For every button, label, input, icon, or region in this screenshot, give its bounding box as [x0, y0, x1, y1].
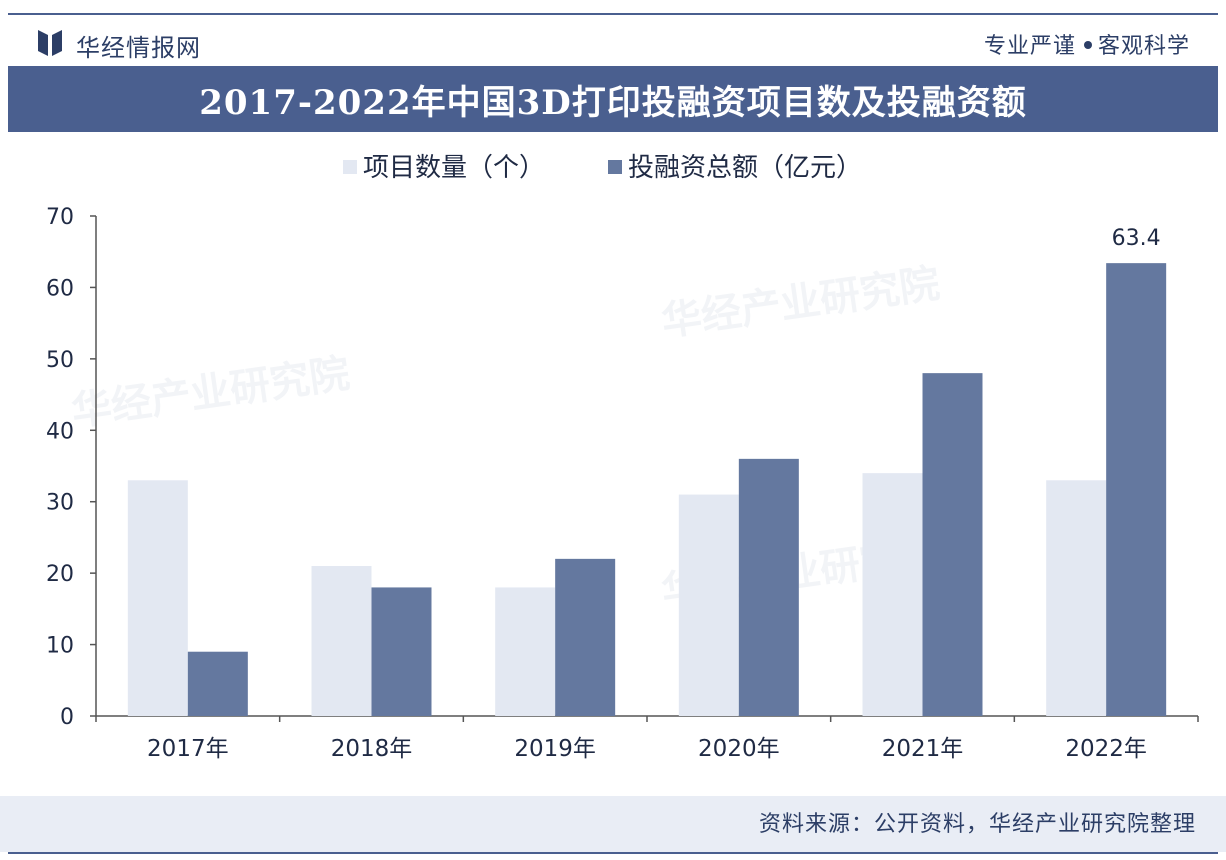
y-tick-label: 40: [46, 419, 74, 444]
slogan-left: 专业严谨: [983, 34, 1076, 59]
y-tick-label: 50: [46, 348, 74, 373]
bar-project-count: [1046, 480, 1107, 716]
footer: 资料来源：公开资料，华经产业研究院整理: [0, 796, 1226, 860]
bar-project-count: [862, 473, 923, 716]
y-tick-label: 60: [46, 276, 74, 301]
footer-background: [0, 796, 1226, 852]
footer-divider: [8, 852, 1218, 854]
y-tick-label: 0: [60, 705, 74, 730]
bar-project-count: [127, 480, 188, 716]
bar-financing-amount: [371, 587, 432, 716]
bar-project-count: [311, 566, 372, 716]
bar-financing-amount: [1106, 263, 1167, 716]
brand-name: 华经情报网: [76, 34, 201, 62]
bar-chart: 项目数量（个） 投融资总额（亿元） 0 10 20 30 40 50 60 70 2017年 2018…: [46, 153, 1199, 762]
bar-financing-amount: [187, 651, 248, 716]
bar-financing-amount: [555, 558, 616, 716]
legend-label-0: 项目数量（个）: [363, 153, 545, 183]
chart-title: 2017-2022年中国3D打印投融资项目数及投融资额: [199, 82, 1027, 123]
slogan: 专业严谨 客观科学: [984, 28, 1190, 60]
slogan-right: 客观科学: [1097, 34, 1190, 59]
bar-financing-amount: [922, 373, 983, 716]
data-label: 63.4: [1112, 226, 1161, 251]
y-tick-label: 20: [46, 562, 74, 587]
slogan-dot-icon: [1083, 41, 1092, 49]
y-tick-label: 70: [46, 205, 74, 230]
logo-icon: [38, 30, 62, 56]
bar-financing-amount: [738, 458, 799, 716]
title-bar: 2017-2022年中国3D打印投融资项目数及投融资额: [8, 66, 1218, 132]
x-tick-label: 2019年: [514, 736, 596, 762]
header-divider: [8, 13, 1218, 15]
x-tick-label: 2021年: [882, 736, 964, 762]
x-tick-label: 2017年: [147, 736, 229, 762]
legend-swatch-1: [608, 160, 622, 174]
y-tick-label: 30: [46, 491, 74, 516]
x-tick-label: 2022年: [1065, 736, 1147, 762]
x-tick-label: 2018年: [331, 736, 413, 762]
source-note: 资料来源：公开资料，华经产业研究院整理: [758, 812, 1196, 837]
header: 华经情报网 专业严谨 客观科学: [0, 0, 1226, 66]
legend-swatch-0: [343, 160, 357, 174]
bar-project-count: [495, 587, 556, 716]
x-tick-label: 2020年: [698, 736, 780, 762]
y-tick-label: 10: [46, 634, 74, 659]
legend-label-1: 投融资总额（亿元）: [628, 153, 862, 183]
bar-project-count: [678, 494, 739, 716]
